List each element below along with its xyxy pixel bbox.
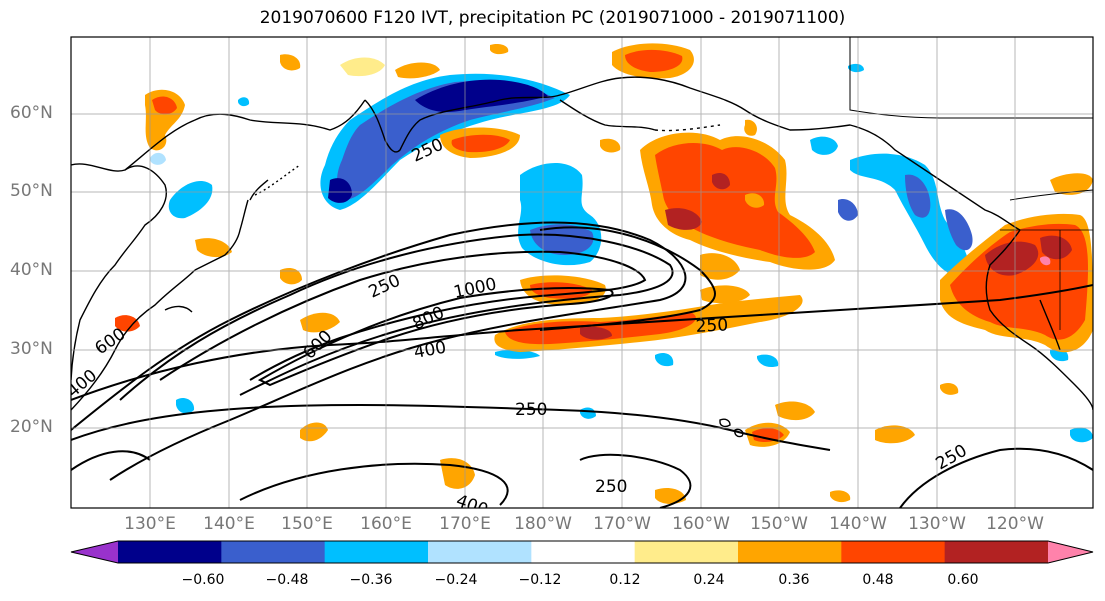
colorbar-segment [944,541,1049,563]
colorbar-tick-label: 0.48 [862,572,894,588]
contour-label: 250 [695,315,728,337]
lat-label: 60°N [10,103,53,123]
precip-negative-anomaly [150,63,1093,443]
lon-label: 180°W [514,514,572,534]
map-frame [70,36,1094,509]
gridlines [71,37,1093,508]
lon-label: 140°E [203,514,255,534]
lat-label: 40°N [10,260,53,280]
map-area [71,37,1093,508]
colorbar-segment [841,541,946,563]
colorbar [70,540,1094,564]
colorbar-segment [118,541,222,563]
lon-label: 130°E [124,514,176,534]
lat-label: 20°N [10,417,53,437]
colorbar-tick-label: −0.24 [434,572,478,588]
lat-label: 30°N [10,339,53,359]
lon-label: 150°E [281,514,333,534]
ivt-contours [71,221,1093,508]
colorbar-tick-label: −0.48 [265,572,309,588]
colorbar-outline [70,540,1094,564]
lon-label: 170°W [593,514,651,534]
colorbar-extend-min [71,541,118,563]
lon-label: 120°W [986,514,1044,534]
colorbar-tick-label: 0.12 [609,572,641,588]
colorbar-segment [324,541,429,563]
lon-label: 160°W [672,514,730,534]
lon-label: 160°E [360,514,412,534]
contour-label: 250 [595,477,627,497]
contour-label: 250 [515,400,547,420]
colorbar-tick-label: 0.60 [947,572,979,588]
colorbar-tick-label: −0.12 [518,572,562,588]
colorbar-tick-label: 0.36 [778,572,810,588]
map-title: 2019070600 F120 IVT, precipitation PC (2… [259,8,846,28]
colorbar-segment [531,541,636,563]
colorbar-extend-max [1048,541,1093,563]
colorbar-tick-label: 0.24 [693,572,725,588]
colorbar-tick-label: −0.60 [181,572,225,588]
colorbar-segment [221,541,326,563]
lon-label: 150°W [750,514,808,534]
colorbar-segment [634,541,739,563]
lon-label: 170°E [439,514,491,534]
precip-positive-anomaly [115,43,1093,504]
colorbar-segment [428,541,532,563]
colorbar-segment [738,541,842,563]
lon-label: 130°W [908,514,966,534]
lon-label: 140°W [829,514,887,534]
lat-label: 50°N [10,181,53,201]
colorbar-tick-label: −0.36 [349,572,393,588]
